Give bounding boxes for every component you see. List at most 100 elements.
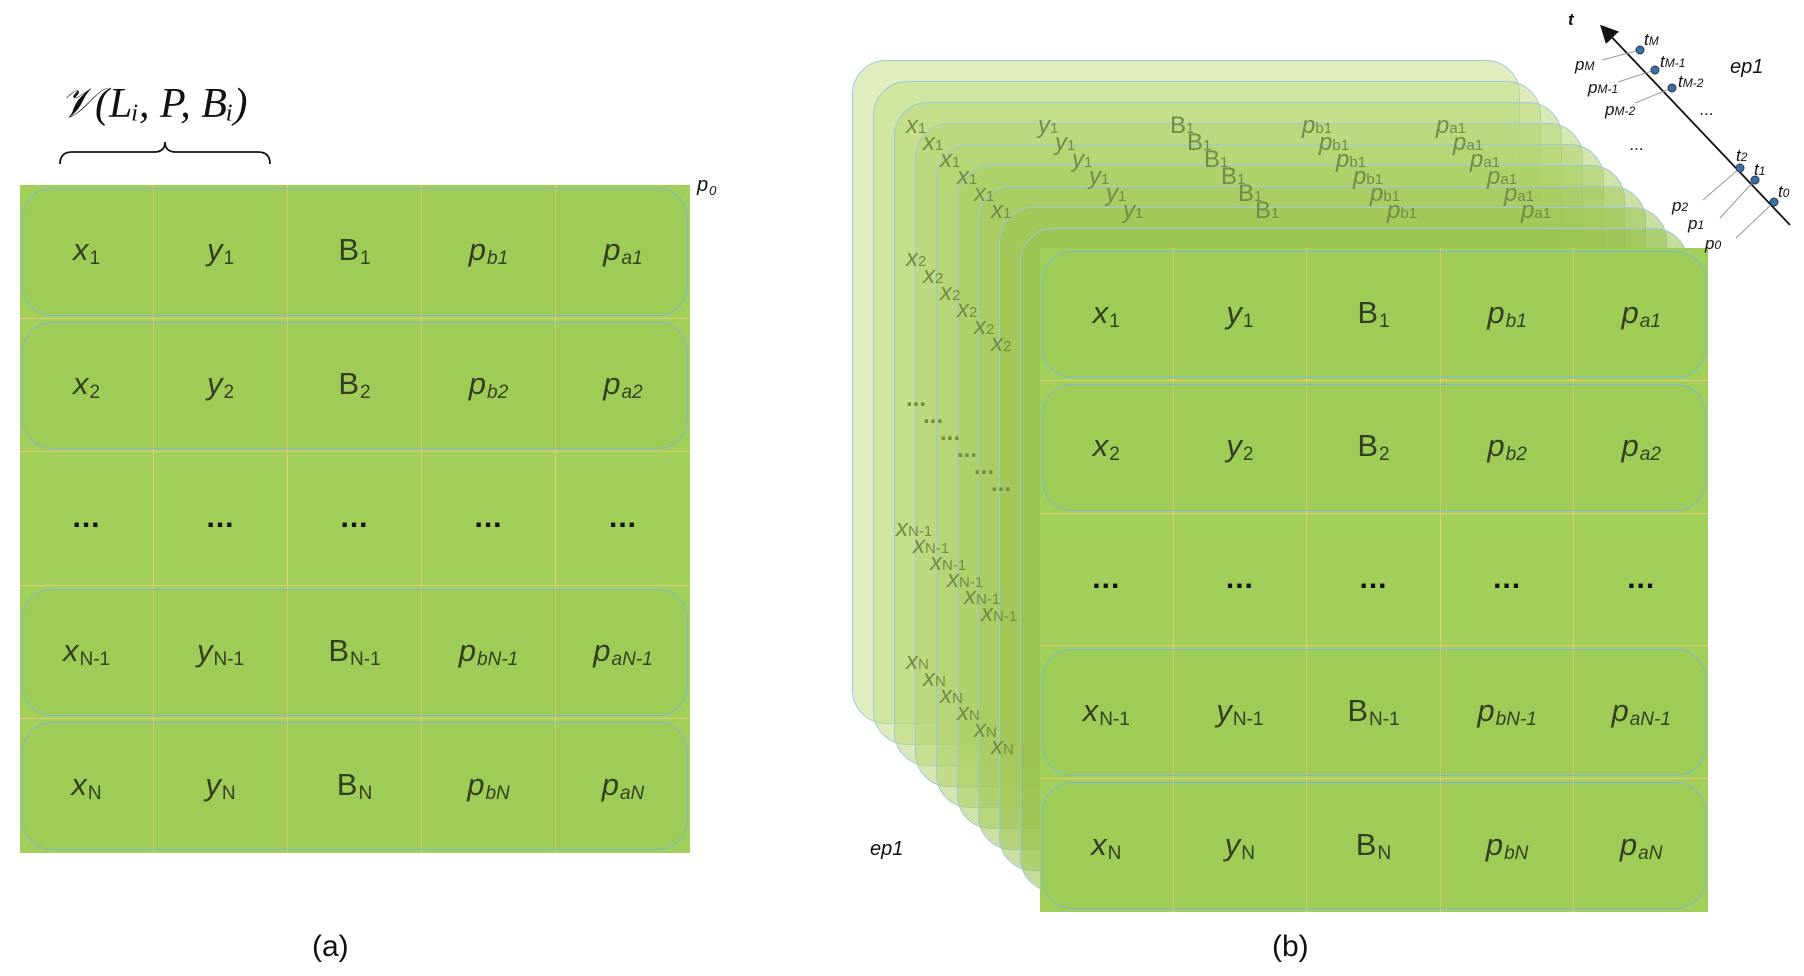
table-b-cell: x1 [1040,248,1174,381]
ghost-label: x2 [957,296,978,323]
table-a-cell: pa1 [556,185,690,319]
ghost-label: x2 [974,313,995,340]
table-b-row-band [1042,649,1706,777]
brace [59,141,271,165]
cell-symbol: y1 [206,232,235,270]
axis-dots: ... [1700,100,1715,119]
time-label: tM-2 [1678,72,1704,91]
ghost-dots: ... [940,419,961,446]
price-label: p1 [1688,214,1705,233]
ghost-label: xN-1 [947,566,984,593]
formula-header: 𝒱(Lᵢ, P, Bᵢ) [60,81,248,127]
ghost-label: y1 [1038,112,1059,139]
axis-t-label: t [1568,10,1574,29]
table-b-cell: B1 [1307,248,1441,381]
price-label: p2 [1672,196,1689,215]
ghost-label: B1 [1187,129,1212,156]
ghost-label: xN-1 [896,515,933,542]
ghost-label: x2 [923,262,944,289]
ghost-dots: ... [974,453,995,480]
caption-b: (b) [1272,930,1309,963]
table-b-row-band [1042,782,1706,909]
price-label: p0 [1705,234,1722,253]
cell-symbol: paN [1619,826,1663,864]
table-a-row-band [22,588,688,717]
table-a-cell: ... [20,452,154,586]
table-b-cell: paN-1 [1574,646,1708,780]
table-a-cell: xN [20,719,154,853]
ghost-dots: ... [991,470,1012,497]
table-b-cell: pa1 [1574,248,1708,381]
cell-symbol: x1 [72,232,101,270]
table-a-cell: yN-1 [154,585,288,720]
cell-symbol: pa2 [603,365,643,403]
time-label: t1 [1754,160,1766,179]
cell-symbol: yN [1224,826,1255,864]
ghost-label: xN [906,648,929,675]
table-b-cell: yN-1 [1173,646,1308,780]
ghost-label: pb1 [1353,163,1384,190]
cell-symbol: BN-1 [1347,693,1400,731]
table-a-cell: B2 [288,318,422,453]
ghost-label: xN [940,682,963,709]
table-b: x1 y1 B1 pb1 pa1 x2 y2 B2 pb2 pa2............... x… [1040,248,1708,912]
ghost-label: B1 [1255,197,1280,224]
table-a: x1 y1 B1 pb1 pa1 x2 y2 B2 pb2 pa2............... x… [20,185,690,853]
table-a-row-band [22,722,688,850]
table-a-cell: xN-1 [20,585,154,720]
ghost-label: x2 [940,279,961,306]
ghost-label: xN-1 [913,532,950,559]
figure-b: x1 y1 B1 pb1 pa1 x1 y1 B1 pb1 pa1 x1 y1 B1 pb1 pa1 x1 y1… [840,0,1804,976]
ghost-label: x1 [957,163,978,190]
table-b-cell: x2 [1040,380,1174,514]
ghost-dots: ... [923,402,944,429]
cell-symbol: xN-1 [62,633,111,671]
table-b-cell: pbN [1441,779,1575,912]
time-label: t0 [1778,182,1790,201]
cell-symbol: ... [474,501,503,535]
cell-symbol: pb2 [468,365,509,403]
table-a-cell: x2 [20,318,154,453]
ghost-label: B1 [1221,163,1246,190]
table-b-cell: pb2 [1440,380,1575,514]
ghost-label: pb1 [1319,129,1350,156]
time-label: t2 [1736,146,1748,165]
table-a-cell: paN-1 [556,586,690,720]
table-a-cell: y1 [154,185,288,319]
ghost-label: x1 [940,146,961,173]
ghost-label: pb1 [1302,112,1333,139]
ghost-label: xN [974,716,997,743]
table-b-cell: ... [1307,513,1441,647]
cell-symbol: pb1 [1487,294,1527,332]
ghost-label: xN [991,733,1014,760]
ghost-label: B1 [1170,112,1195,139]
ghost-label: x2 [991,330,1012,357]
cell-symbol: yN-1 [196,633,245,671]
cell-symbol: B1 [338,232,371,270]
table-a-cell: pbN-1 [422,585,556,720]
cell-symbol: xN [1091,826,1122,864]
table-a-row-band [22,321,688,450]
cell-symbol: pbN [1485,826,1529,864]
table-b-cell: ... [1440,513,1575,647]
table-a-cell: ... [556,452,690,586]
cell-symbol: pa2 [1621,427,1661,465]
ghost-label: pb1 [1387,197,1418,224]
cell-symbol: pa1 [1621,294,1661,332]
cell-symbol: yN [205,767,236,805]
cell-symbol: pbN [467,767,510,805]
ghost-label: B1 [1204,146,1229,173]
ghost-label: pa1 [1436,112,1467,139]
cell-symbol: ... [1493,562,1522,596]
ghost-label: x2 [906,245,927,272]
ep1-top-label: ep1 [1730,56,1764,78]
cell-symbol: ... [1225,562,1254,596]
table-b-cell: paN [1574,779,1708,912]
time-label: tM-1 [1660,52,1686,71]
table-a-cell: yN [154,719,288,853]
ghost-label: xN-1 [981,600,1018,627]
ghost-label: y1 [1106,180,1127,207]
table-a-cell: ... [154,452,288,586]
cell-symbol: B1 [1357,294,1390,332]
cell-symbol: ... [206,501,235,535]
